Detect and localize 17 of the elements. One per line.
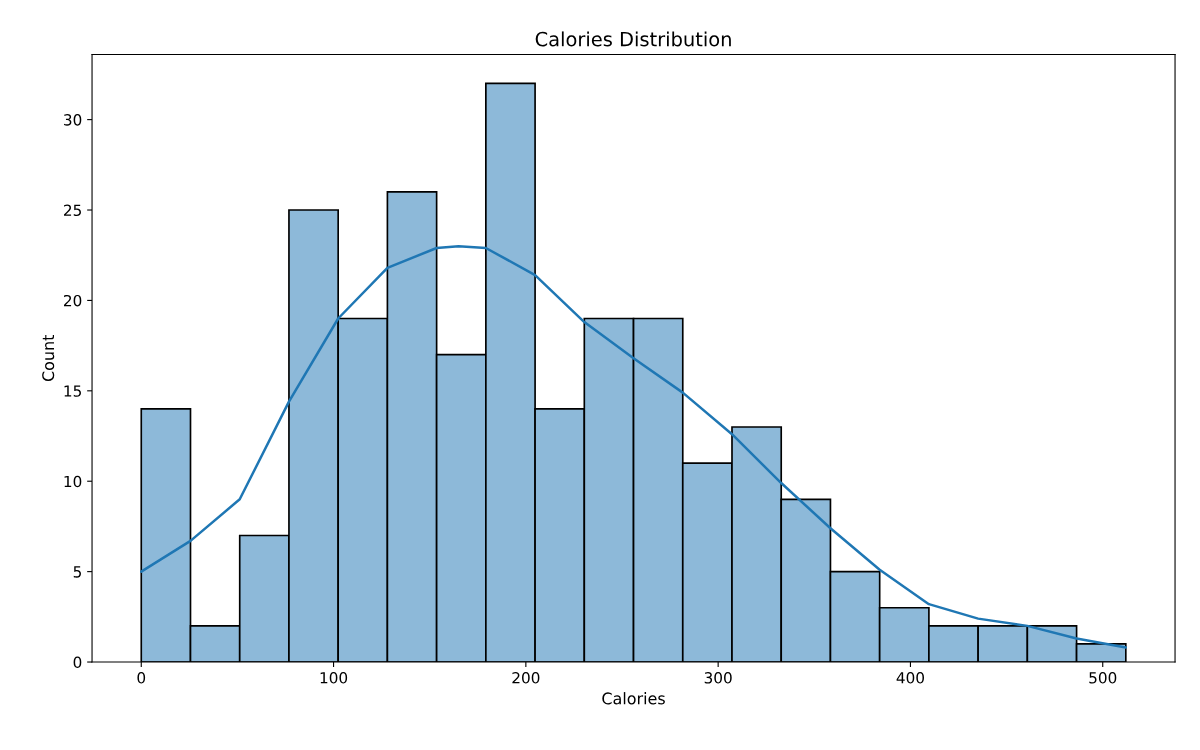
x-tick-label: 500 — [1089, 672, 1117, 684]
y-tick-label: 10 — [64, 475, 82, 488]
x-axis-title: Calories — [602, 692, 665, 705]
chart-title: Calories Distribution — [535, 31, 731, 47]
y-tick-label: 5 — [73, 566, 81, 578]
x-tick-label: 300 — [704, 672, 732, 684]
x-tick-label: 100 — [320, 672, 348, 684]
x-tick-label: 200 — [512, 672, 540, 684]
line-series — [140, 244, 1128, 649]
y-tick-label: 25 — [64, 204, 81, 217]
x-tick-label: 0 — [137, 672, 146, 684]
x-tick-label: 400 — [896, 672, 925, 684]
y-tick-label: 20 — [64, 294, 82, 307]
y-axis-title: Count — [42, 334, 55, 382]
y-tick-label: 30 — [64, 114, 82, 126]
y-tick-label: 0 — [73, 656, 82, 669]
y-tick-label: 15 — [64, 385, 81, 397]
